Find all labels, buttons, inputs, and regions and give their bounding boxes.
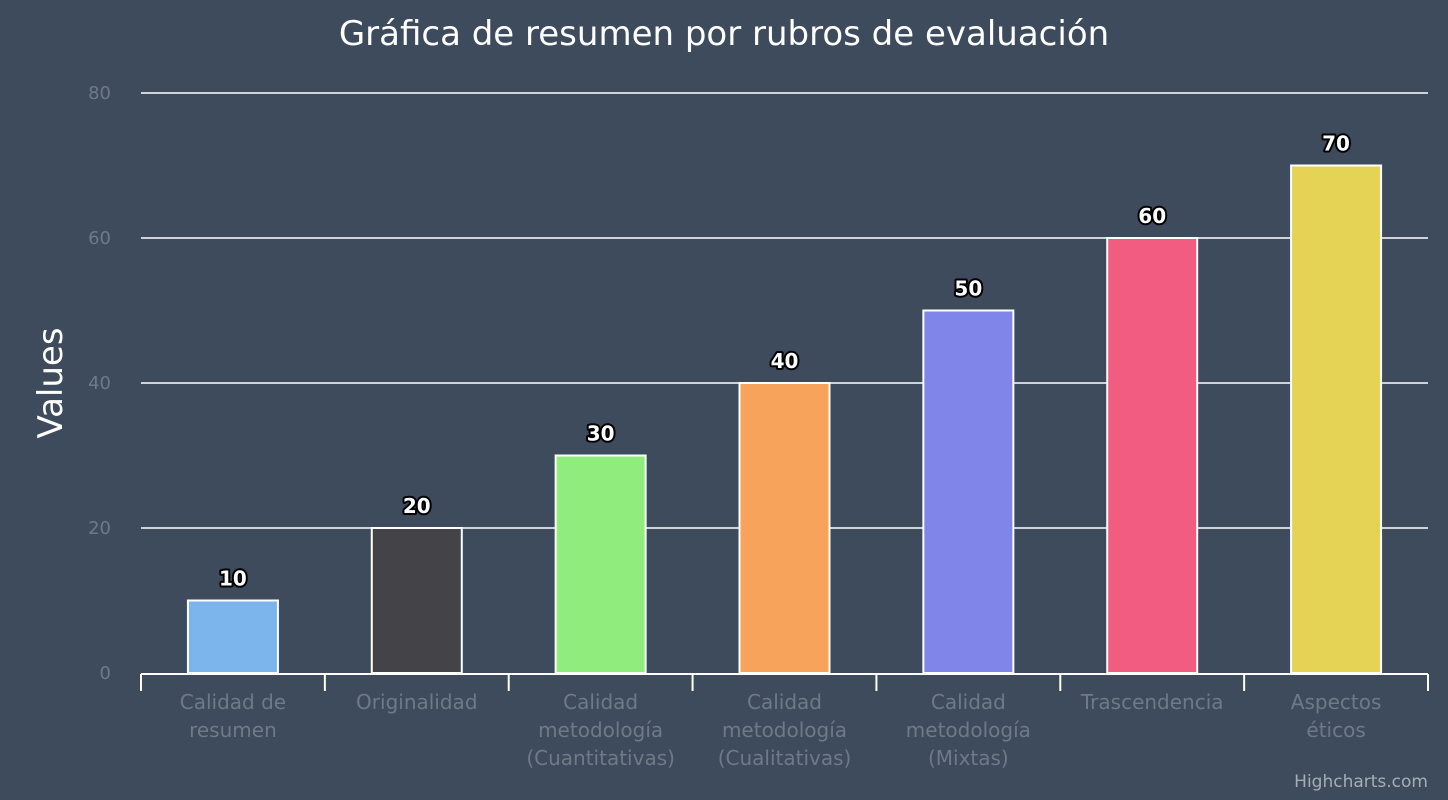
x-tick-label-line: (Cualitativas) <box>718 746 852 770</box>
y-tick-label: 80 <box>88 83 111 104</box>
x-tick-label: Aspectos éticos <box>1291 690 1382 742</box>
x-tick-label-line: metodología <box>722 718 847 742</box>
x-tick-label-line: (Cuantitativas) <box>526 746 675 770</box>
y-tick-label: 60 <box>88 228 111 249</box>
bar <box>922 309 1015 674</box>
data-label: 60 <box>1138 204 1166 228</box>
bar <box>186 599 279 674</box>
x-tick-label-line: Calidad <box>747 690 822 714</box>
bar <box>370 527 463 674</box>
x-tick-label-line: Calidad <box>931 690 1006 714</box>
x-tick-label-line: Trascendencia <box>1080 690 1224 714</box>
data-label: 20 <box>403 494 431 518</box>
bar <box>1106 237 1199 674</box>
x-tick-label: Originalidad <box>356 690 477 714</box>
x-tick-label-line: Originalidad <box>356 690 477 714</box>
x-tick-label: Calidad metodología (Mixtas) <box>906 690 1031 770</box>
x-tick-label-line: Calidad <box>563 690 638 714</box>
x-tick-label-line: éticos <box>1306 718 1365 742</box>
credits-link[interactable]: Highcharts.com <box>1294 772 1428 792</box>
bar <box>1290 164 1383 674</box>
data-label: 50 <box>954 277 982 301</box>
x-tick-label: Calidad metodología (Cualitativas) <box>718 690 852 770</box>
x-tick-label-line: (Mixtas) <box>928 746 1009 770</box>
chart-title: Gráfica de resumen por rubros de evaluac… <box>338 14 1110 54</box>
x-tick-label-line: metodología <box>538 718 663 742</box>
data-label: 70 <box>1322 132 1350 156</box>
y-tick-label: 20 <box>88 518 111 539</box>
data-label: 40 <box>771 349 799 373</box>
bar <box>554 454 647 674</box>
x-tick-label: Calidad metodología (Cuantitativas) <box>526 690 675 770</box>
y-axis-title: Values <box>31 327 71 438</box>
x-tick-label-line: Aspectos <box>1291 690 1382 714</box>
x-tick-label: Calidad de resumen <box>180 690 286 742</box>
x-tick-label: Trascendencia <box>1080 690 1224 714</box>
x-tick-label-line: resumen <box>189 718 277 742</box>
y-tick-label: 40 <box>88 373 111 394</box>
y-tick-label: 0 <box>100 663 111 684</box>
data-label: 10 <box>219 567 247 591</box>
x-tick-label-line: metodología <box>906 718 1031 742</box>
bar <box>738 382 831 674</box>
data-label: 30 <box>587 422 615 446</box>
x-tick-label-line: Calidad de <box>180 690 286 714</box>
